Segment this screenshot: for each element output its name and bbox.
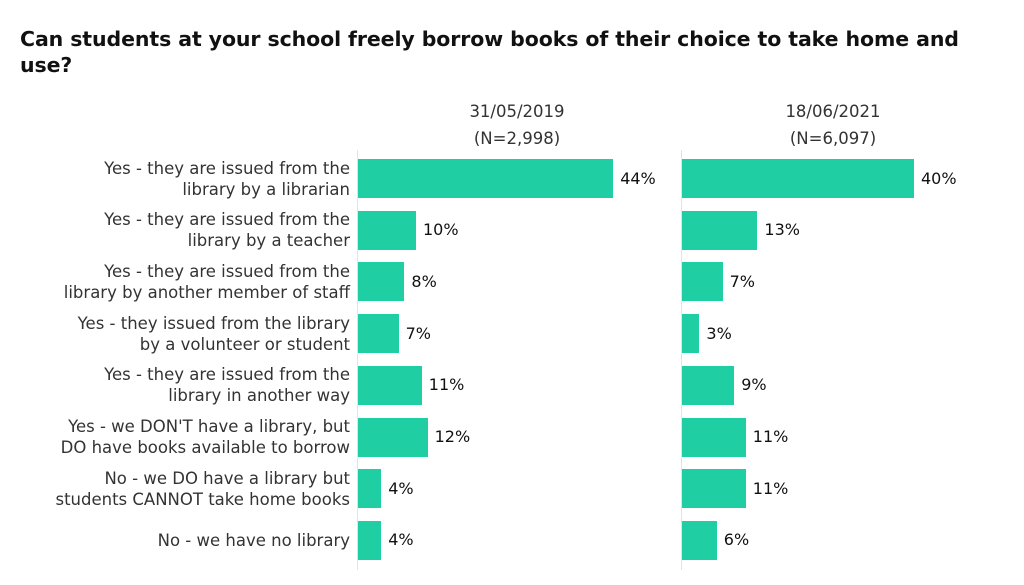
category-label: Yes - they are issued from the library by… (5, 158, 350, 200)
category-label-line: Yes - they are issued from the (104, 158, 350, 178)
panel-2021-n: (N=6,097) (789, 129, 877, 148)
bar-value-label: 3% (706, 323, 732, 343)
category-label-line: Yes - we DON'T have a library, but (68, 417, 350, 436)
category-label: Yes - they are issued from the library by… (5, 209, 350, 251)
category-label-line: Yes - they are issued from the (104, 365, 350, 385)
panel-2021: 40% 13% 7% 3% 9% 11% 11% 6% (681, 150, 981, 570)
category-label-line: library by a teacher (187, 231, 350, 251)
bar (358, 262, 405, 302)
category-label-line: No - we have no library (157, 530, 350, 550)
bar (682, 159, 914, 198)
category-label-line: Yes - they issued from the library (77, 313, 350, 333)
bar-value-label: 4% (388, 530, 414, 550)
bar (682, 262, 723, 302)
category-label-line: Yes - they are issued from the (104, 261, 350, 281)
bar (682, 520, 717, 560)
category-label-line: DO have books available to borrow (60, 438, 350, 457)
bar-value-label: 10% (423, 220, 459, 240)
category-label-line: by a volunteer or student (139, 334, 350, 354)
category-label-line: Yes - they are issued from the (104, 210, 350, 230)
panel-2021-date: 18/06/2021 (785, 102, 881, 121)
panel-axis-line (357, 150, 358, 570)
bar (682, 365, 735, 405)
bar (358, 365, 422, 405)
panel-2019-n: (N=2,998) (473, 129, 561, 148)
chart-title: Can students at your school freely borro… (20, 27, 959, 77)
bar-value-label: 6% (723, 530, 750, 550)
category-label: Yes - they issued from the library by a v… (5, 313, 350, 355)
category-label: No - we DO have a library but students CA… (5, 468, 350, 510)
bar-value-label: 7% (405, 323, 431, 343)
panel-2019-header: 31/05/2019 (N=2,998) (417, 98, 617, 152)
category-label: Yes - they are issued from the library by… (5, 261, 350, 303)
bar (358, 159, 614, 198)
bar (358, 314, 399, 354)
bar-value-label: 9% (741, 375, 767, 395)
category-label: Yes - they are issued from the library in… (5, 364, 350, 406)
category-label: Yes - we DON'T have a library, but DO hav… (5, 416, 350, 458)
bar-value-label: 40% (921, 168, 957, 188)
bar (682, 314, 700, 354)
bar-value-label: 11% (752, 478, 789, 498)
bar-value-label: 11% (428, 375, 465, 395)
bar-value-label: 7% (729, 271, 755, 291)
bar (358, 520, 382, 560)
category-label: No - we have no library (5, 530, 350, 551)
bar-value-label: 11% (752, 427, 789, 446)
bar (358, 417, 428, 457)
bar-value-label: 44% (620, 168, 656, 188)
panel-2019: 44% 10% 8% 7% 11% 12% 4% 4% (357, 150, 657, 570)
bar-value-label: 4% (388, 478, 414, 498)
category-label-line: No - we DO have a library but (104, 468, 350, 488)
category-label-line: library in another way (168, 386, 350, 406)
category-label-line: students CANNOT take home books (55, 489, 350, 509)
bar-value-label: 12% (434, 427, 471, 446)
bar-value-label: 8% (411, 271, 437, 291)
bar (682, 417, 746, 457)
bar (358, 469, 382, 509)
bar (682, 469, 746, 509)
bar (682, 210, 758, 250)
panel-axis-line (681, 150, 682, 570)
panel-2021-header: 18/06/2021 (N=6,097) (733, 98, 933, 152)
bar-value-label: 13% (764, 220, 800, 240)
category-label-line: library by a librarian (182, 179, 350, 199)
bar (358, 210, 416, 250)
panel-2019-date: 31/05/2019 (469, 102, 565, 121)
category-label-line: library by another member of staff (63, 282, 350, 302)
